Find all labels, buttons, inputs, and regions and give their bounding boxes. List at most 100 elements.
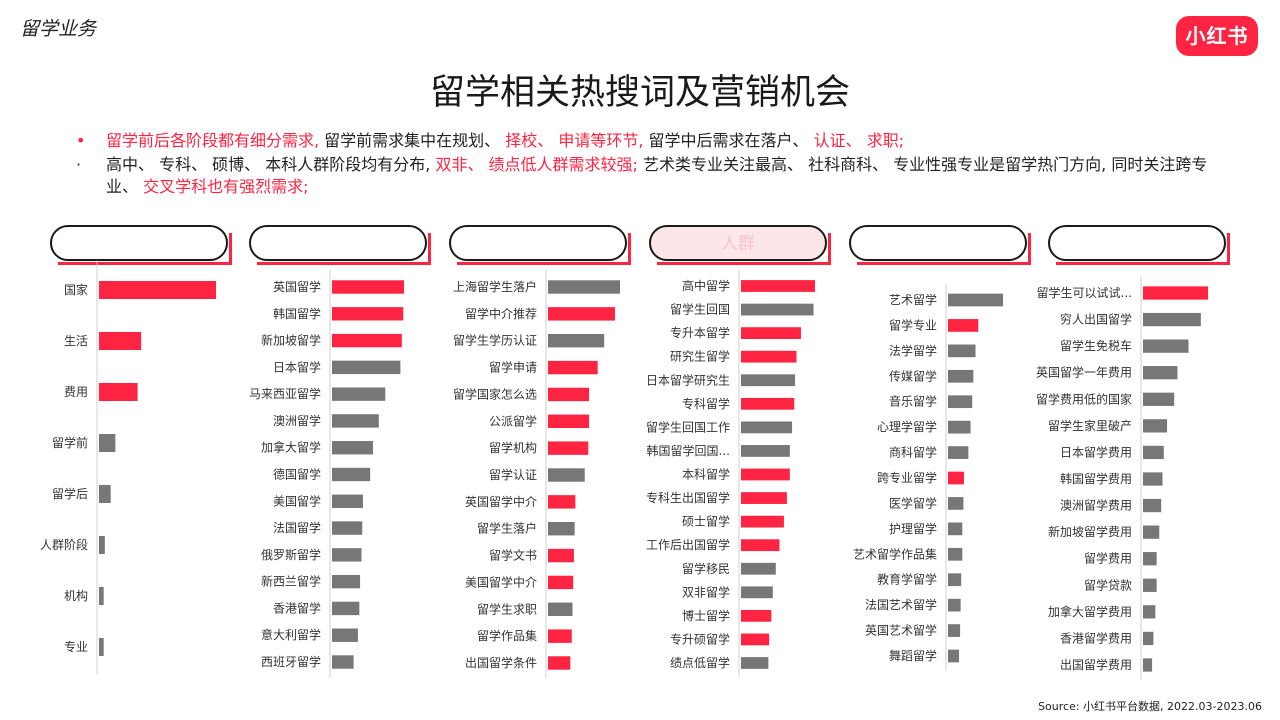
bar [1143,286,1208,300]
insight-bullets: • 留学前后各阶段都有细分需求, 留学前需求集中在规划、 择校、 申请等环节, 留… [70,130,1220,200]
bar-label: 新西兰留学 [261,574,321,589]
panel-header-shadow [828,233,831,265]
bar-label: 英国艺术留学 [865,623,937,638]
bar-label: 留学生家里破产 [1048,418,1132,433]
bar [741,397,795,410]
bar [548,575,574,590]
bar-label: 留学文书 [489,548,537,563]
bar-label: 跨专业留学 [877,470,937,485]
bar [948,420,971,434]
bar [332,307,404,321]
bar-label: 护理留学 [889,521,937,536]
bar [741,562,776,575]
bar [548,656,571,670]
bar-label: 英国留学 [273,279,321,294]
bar [741,374,796,387]
bar-label: 留学中介推荐 [465,306,537,321]
bar-chart-3: 上海留学生落户留学中介推荐留学生学历认证留学申请留学国家怎么选公派留学留学机构留… [453,269,620,679]
panel-header-shadow [257,262,431,265]
bar-label: 澳洲留学费用 [1060,498,1132,513]
bar [1143,525,1160,539]
bar-label: 心理学留学 [877,419,937,434]
bullet-dot: · [76,155,82,174]
bar [741,515,784,528]
bar [332,494,363,508]
bar [548,334,605,348]
bar [332,628,358,642]
bullet-item: • 留学前后各阶段都有细分需求, 留学前需求集中在规划、 择校、 申请等环节, 留… [70,130,1220,152]
bar [332,414,379,428]
bar [1143,658,1153,672]
bar [548,548,574,563]
panel-header-pill [1048,225,1226,261]
bullet-highlight-text: 认证、 求职; [813,131,905,150]
bar [548,280,620,294]
bullet-text: 高中、 专科、 硕博、 本科人群阶段均有分布, [106,155,436,174]
bar [548,360,598,375]
bar [1143,631,1154,646]
bar [741,633,770,646]
bar-label: 舞蹈留学 [889,648,937,663]
panel-header-shadow [628,233,631,265]
bullet-dot: • [76,131,86,150]
bar-label: 人群阶段 [40,537,88,552]
bar [948,547,963,561]
bar [332,360,401,375]
bar-label: 加拿大留学 [261,440,321,455]
panel-header-4: 人群 [649,225,831,265]
bullet-text: 留学前需求集中在规划、 [319,131,506,150]
bar-label: 日本留学研究生 [646,372,730,387]
bar-label: 出国留学费用 [1060,657,1132,672]
bar-label: 英国留学一年费用 [1036,365,1132,380]
panel-header-pill [249,225,427,261]
bar-label: 留学后 [52,486,88,501]
bar [548,414,590,428]
bar-chart-5: 艺术留学留学专业法学留学传媒留学音乐留学心理学留学商科留学跨专业留学医学留学护理… [853,283,1003,671]
bar [332,521,363,535]
bar [741,657,769,669]
panel-header-shadow [1028,233,1031,265]
panel-header-3 [449,225,631,265]
bar [332,655,354,669]
bar [948,369,974,383]
bar-label: 日本留学费用 [1060,444,1132,459]
bar-label: 俄罗斯留学 [261,547,321,562]
bar [332,601,360,616]
panel-header-shadow [457,262,631,265]
bar-label: 日本留学 [273,359,321,374]
panel-header-pill [449,225,627,261]
bar [99,434,116,452]
bar-label: 香港留学费用 [1060,630,1132,645]
bar-label: 艺术留学作品集 [853,546,937,561]
bar [548,468,585,482]
bar-label: 留学生免税车 [1060,338,1132,353]
bar [548,387,590,402]
bar-label: 澳洲留学 [273,413,321,428]
bar [741,468,790,481]
bar-label: 留学专业 [889,317,937,332]
bullet-highlight-text: 交叉学科也有强烈需求; [143,177,309,196]
bar [332,574,361,589]
bar-label: 工作后出国留学 [646,537,730,552]
bar-label: 法国留学 [273,520,321,535]
bar-label: 出国留学条件 [465,655,537,670]
bar [1143,419,1168,433]
bar [332,387,386,401]
bar [1143,392,1175,406]
bar-label: 美国留学中介 [465,574,537,589]
bar-label: 留学机构 [489,440,537,455]
panel-header-5 [849,225,1031,265]
bar-label: 韩国留学费用 [1060,471,1132,486]
bar [741,327,801,340]
bar-label: 法学留学 [889,343,937,358]
section-label: 留学业务 [20,18,97,40]
bar [948,471,964,485]
bar-label: 新加坡留学费用 [1048,524,1132,539]
bar-label: 博士留学 [682,608,730,623]
bar [741,303,814,316]
bar-label: 医学留学 [889,495,937,510]
bar-label: 留学申请 [489,360,537,375]
bar [741,609,772,622]
